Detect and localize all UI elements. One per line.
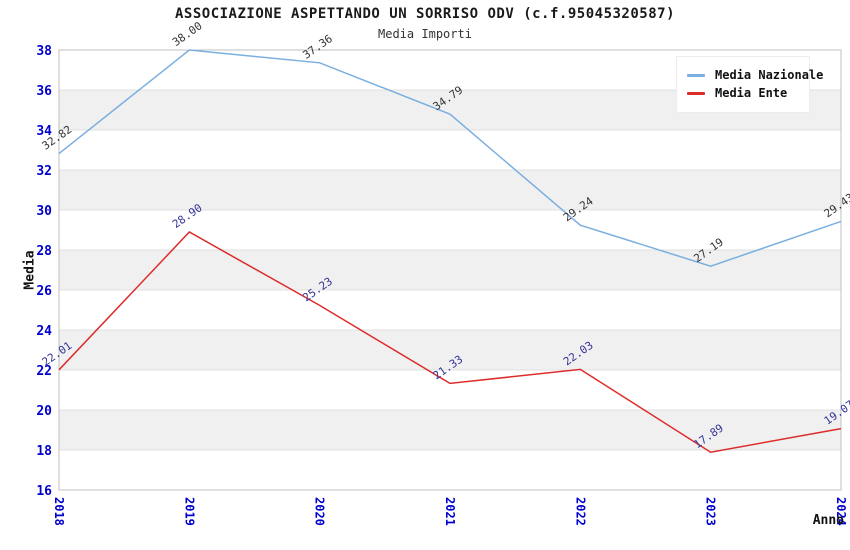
x-tick-label: 2023 (704, 497, 718, 526)
grid-band (59, 450, 841, 490)
grid-band (59, 130, 841, 170)
chart-title: ASSOCIAZIONE ASPETTANDO UN SORRISO ODV (… (174, 6, 675, 22)
legend: Media Nazionale Media Ente (676, 56, 823, 113)
y-tick-label: 28 (36, 244, 52, 259)
grid-band (59, 250, 841, 290)
legend-entry-media-nazionale: Media Nazionale (687, 68, 823, 82)
grid-band (59, 410, 841, 450)
y-tick-label: 22 (36, 364, 52, 379)
y-tick-label: 38 (36, 44, 52, 59)
legend-swatch-media-nazionale-icon (687, 73, 705, 77)
y-tick-label: 16 (36, 484, 52, 499)
legend-label-media-nazionale: Media Nazionale (715, 68, 824, 82)
x-tick-label: 2022 (573, 497, 587, 526)
series-line-media-ente (58, 231, 842, 453)
y-tick-label: 24 (36, 324, 52, 339)
legend-label-media-ente: Media Ente (715, 86, 788, 100)
y-tick-label: 34 (36, 124, 52, 139)
y-tick-label: 20 (36, 404, 52, 419)
grid-band (59, 330, 841, 370)
grid-band (59, 170, 841, 210)
legend-entry-media-ente: Media Ente (687, 86, 799, 100)
x-tick-label: 2021 (443, 497, 457, 526)
series-line-media-nazionale (58, 49, 842, 267)
grid-band (59, 210, 841, 250)
grid-band (59, 290, 841, 330)
x-tick-label: 2024 (834, 497, 848, 526)
y-tick-label: 36 (36, 84, 52, 99)
x-tick-label: 2019 (182, 497, 196, 526)
grid-band (59, 370, 841, 410)
y-tick-label: 18 (36, 444, 52, 459)
legend-swatch-media-ente-icon (687, 91, 705, 95)
x-axis-title: Anno (812, 513, 844, 528)
plot-border (58, 49, 842, 491)
y-tick-label: 30 (36, 204, 52, 219)
y-axis-title: Media (22, 250, 38, 290)
y-tick-label: 32 (36, 164, 52, 179)
x-tick-label: 2018 (52, 497, 66, 526)
chart-subtitle: Media Importi (378, 27, 472, 41)
x-tick-label: 2020 (313, 497, 327, 526)
y-tick-label: 26 (36, 284, 52, 299)
